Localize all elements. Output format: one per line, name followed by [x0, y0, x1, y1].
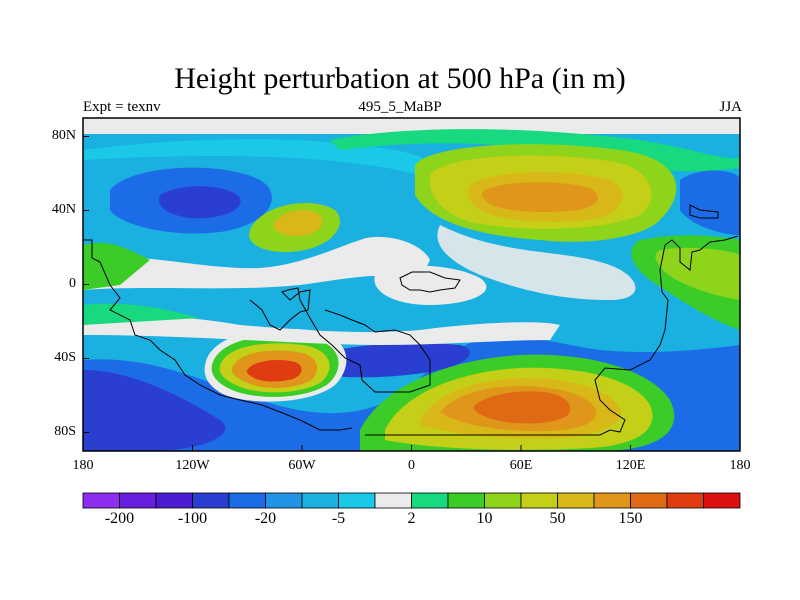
arctic-near-zero-band: [83, 118, 740, 134]
x-tick-label: 180: [72, 458, 94, 473]
colorbar-swatch: [82, 492, 120, 509]
x-tick-label: 60E: [509, 458, 533, 473]
colorbar-swatch: [301, 492, 339, 509]
colorbar-swatch: [374, 492, 412, 509]
colorbar-swatch: [119, 492, 157, 509]
colorbar-swatch: [155, 492, 193, 509]
ne-zero-contour: [437, 225, 636, 300]
colorbar-swatch: [666, 492, 704, 509]
colorbar-label: -200: [104, 510, 135, 527]
colorbar-swatch: [593, 492, 631, 509]
colorbar-swatch: [703, 492, 741, 509]
colorbar-label: 2: [407, 510, 416, 527]
east-yellow-region: [655, 247, 740, 300]
axis-ticks: [82, 136, 741, 451]
southern-near-zero-band: [83, 316, 560, 345]
y-tick-label: 80S: [54, 423, 76, 439]
sw-trough-inner: [83, 370, 226, 451]
x-tick-label: 180: [729, 458, 751, 473]
se-ridge-core: [473, 391, 571, 424]
y-tick-label: 0: [69, 275, 76, 291]
coastline-africa: [399, 271, 461, 293]
equatorial-green-west: [83, 242, 150, 290]
coastline-south-america: [249, 287, 431, 393]
colorbar-swatch: [447, 492, 485, 509]
coastline-pacific-islands: [83, 239, 353, 431]
coastline-antarctica: [365, 235, 739, 436]
colorbar: [82, 492, 741, 509]
colorbar-swatch: [520, 492, 558, 509]
chart-title: Height perturbation at 500 hPa (in m): [174, 62, 626, 95]
x-tick-label: 120E: [615, 458, 646, 473]
colorbar-swatch: [265, 492, 303, 509]
n-atlantic-ridge-inner: [273, 210, 323, 237]
y-tick-label: 80N: [51, 127, 76, 143]
season-label: JJA: [719, 99, 742, 115]
coastline-east-asia: [689, 204, 719, 219]
colorbar-label: -5: [331, 510, 346, 527]
colorbar-swatch: [228, 492, 266, 509]
colorbar-swatch: [411, 492, 449, 509]
colorbar-label: -20: [254, 510, 277, 527]
nw-trough-inner: [158, 186, 241, 219]
y-tick-label: 40N: [51, 201, 76, 217]
run-label: 495_5_MaBP: [358, 99, 442, 115]
x-tick-label: 0: [408, 458, 415, 473]
s-pacific-ridge-core: [246, 360, 302, 382]
colorbar-swatch: [484, 492, 522, 509]
colorbar-swatch: [192, 492, 230, 509]
x-tick-label: 120W: [175, 458, 210, 473]
colorbar-label: 50: [549, 510, 566, 527]
colorbar-label: -100: [177, 510, 208, 527]
ne-ridge-core: [481, 182, 599, 212]
equatorial-near-zero-patch: [374, 265, 487, 305]
coastlines: [83, 204, 739, 436]
colorbar-swatch: [557, 492, 595, 509]
colorbar-swatch: [630, 492, 668, 509]
colorbar-label: 150: [618, 510, 643, 527]
y-tick-label: 40S: [54, 349, 76, 365]
experiment-label: Expt = texnv: [83, 99, 161, 115]
colorbar-swatch: [338, 492, 376, 509]
equatorial-near-zero-band: [83, 236, 430, 290]
ne-corner-trough: [680, 170, 740, 235]
x-tick-label: 60W: [288, 458, 316, 473]
contour-field: [83, 118, 740, 451]
colorbar-label: 10: [476, 510, 493, 527]
southern-green-strip: [83, 303, 200, 325]
